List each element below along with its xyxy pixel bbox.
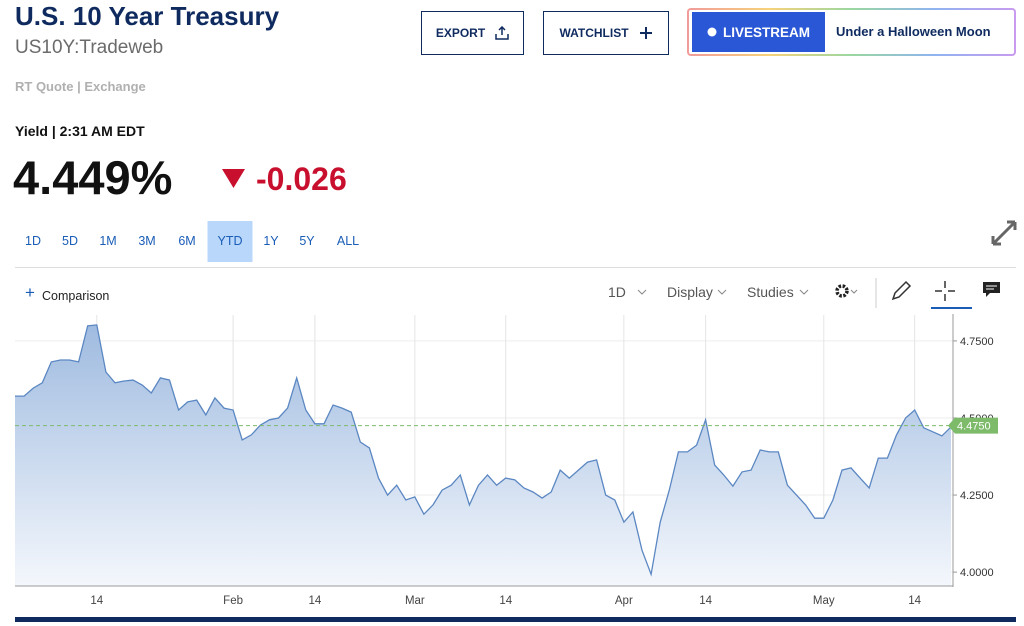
x-tick-label: 14: [499, 595, 512, 607]
export-button[interactable]: EXPORT: [421, 11, 524, 55]
export-icon: [495, 26, 509, 40]
range-tab[interactable]: 5Y: [299, 234, 315, 248]
livestream-button[interactable]: LIVESTREAM: [692, 12, 825, 52]
quote-label: Yield | 2:31 AM EDT: [15, 123, 145, 139]
x-tick-label: May: [813, 595, 835, 607]
x-tick-label: Apr: [615, 595, 633, 607]
now-playing: Under a Halloween Moon: [836, 24, 991, 39]
x-tick-label: 14: [90, 595, 103, 607]
livestream-label: LIVESTREAM: [722, 24, 810, 40]
range-tab[interactable]: 1Y: [263, 234, 279, 248]
watchlist-button[interactable]: WATCHLIST: [543, 11, 669, 55]
x-tick-label: Feb: [223, 595, 243, 607]
separator: [15, 267, 1016, 268]
expand-icon[interactable]: [990, 219, 1018, 247]
export-label: EXPORT: [435, 26, 486, 40]
chart: 4.00004.25004.50004.750014Feb14Mar14Apr1…: [15, 314, 998, 607]
range-tab[interactable]: 3M: [138, 234, 156, 248]
quote-source: RT Quote | Exchange: [15, 79, 146, 94]
interval[interactable]: 1D: [608, 284, 626, 300]
y-tick-label: 4.2500: [960, 490, 994, 502]
y-tick-label: 4.0000: [960, 567, 994, 579]
plus-icon: [639, 27, 652, 39]
live-dot: [707, 27, 717, 37]
x-tick-label: 14: [908, 595, 921, 607]
reference-label: 4.4750: [957, 421, 991, 433]
down-arrow: [222, 169, 245, 188]
price-line: [15, 324, 952, 577]
area-fill: [15, 324, 951, 586]
comparison-plus[interactable]: +: [25, 283, 35, 302]
comparison[interactable]: Comparison: [42, 289, 110, 303]
x-tick-label: 14: [308, 595, 321, 607]
reference-tag: [948, 417, 998, 434]
range-tab[interactable]: 1M: [99, 234, 117, 248]
symbol: US10Y:Tradeweb: [15, 37, 164, 58]
range-tab[interactable]: 6M: [178, 234, 196, 248]
x-tick-label: Mar: [405, 595, 425, 607]
title: U.S. 10 Year Treasury: [15, 1, 280, 31]
toolbar-icons: [637, 278, 1000, 309]
y-tick-label: 4.7500: [960, 336, 994, 348]
bottom-bar: [15, 617, 1016, 622]
range-tab[interactable]: 1D: [25, 234, 41, 248]
x-tick-label: 14: [699, 595, 712, 607]
range-tab[interactable]: 5D: [62, 234, 78, 248]
livestream-box[interactable]: LIVESTREAM Under a Halloween Moon: [687, 8, 1016, 56]
watchlist-label: WATCHLIST: [559, 26, 629, 40]
range-tab[interactable]: YTD: [207, 221, 253, 262]
studies-menu[interactable]: Studies: [747, 284, 794, 300]
price: 4.449%: [13, 151, 173, 204]
range-tab[interactable]: ALL: [336, 234, 360, 248]
display-menu[interactable]: Display: [667, 284, 713, 300]
change: -0.026: [256, 161, 347, 197]
